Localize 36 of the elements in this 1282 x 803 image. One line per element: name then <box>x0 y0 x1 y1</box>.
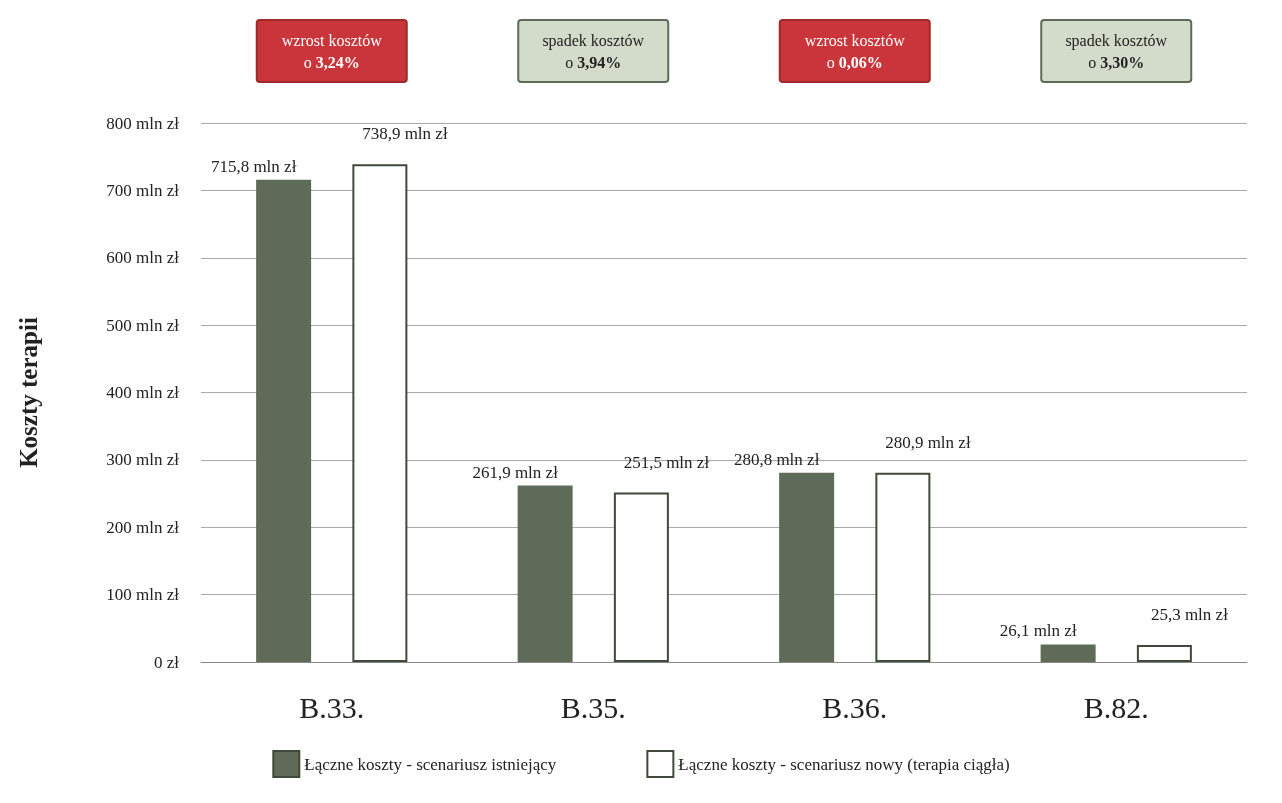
legend-label: Łączne koszty - scenariusz istniejący <box>304 754 557 774</box>
text: wzrost kosztów o 3,24% <box>281 31 383 71</box>
data-label: 738,9 mln zł <box>362 124 448 144</box>
x-tick-label: B.82. <box>1083 690 1149 724</box>
y-tick-label: 200 mln zł <box>106 517 180 537</box>
y-tick-label: 800 mln zł <box>106 113 180 133</box>
bar <box>613 492 669 662</box>
text: spadek kosztów o 3,30% <box>1065 31 1168 71</box>
text: spadek kosztów o 3,94% <box>542 31 645 71</box>
y-tick-label: 600 mln zł <box>106 248 180 268</box>
data-label: 280,8 mln zł <box>733 449 820 469</box>
y-tick-label: 300 mln zł <box>106 450 180 470</box>
y-tick-label: 500 mln zł <box>106 315 180 335</box>
bar <box>517 485 573 662</box>
data-label: 261,9 mln zł <box>472 462 559 482</box>
bar <box>1136 644 1192 662</box>
bar <box>352 164 408 662</box>
bar <box>256 179 312 662</box>
bar <box>779 472 835 662</box>
x-tick-label: B.36. <box>822 690 888 724</box>
y-tick-label: 100 mln zł <box>106 585 180 605</box>
y-tick-label: 400 mln zł <box>106 383 180 402</box>
data-label: 715,8 mln zł <box>210 156 297 176</box>
data-label: 280,9 mln zł <box>885 432 971 452</box>
legend-label: Łączne koszty - scenariusz nowy (terapia ciągła) <box>678 754 1010 774</box>
data-label: 26,1 mln zł <box>999 621 1077 641</box>
x-tick-label: B.33. <box>299 690 365 724</box>
y-tick-label: 0 zł <box>153 652 180 672</box>
text: wzrost kosztów o 0,06% <box>804 31 906 71</box>
bar <box>875 472 931 662</box>
bar <box>1040 644 1096 662</box>
x-tick-label: B.35. <box>560 690 626 724</box>
data-label: 25,3 mln zł <box>1150 604 1229 624</box>
y-axis-title: Koszty terapii <box>15 317 42 468</box>
data-label: 251,5 mln zł <box>623 452 710 472</box>
y-tick-label: 700 mln zł <box>106 180 180 200</box>
